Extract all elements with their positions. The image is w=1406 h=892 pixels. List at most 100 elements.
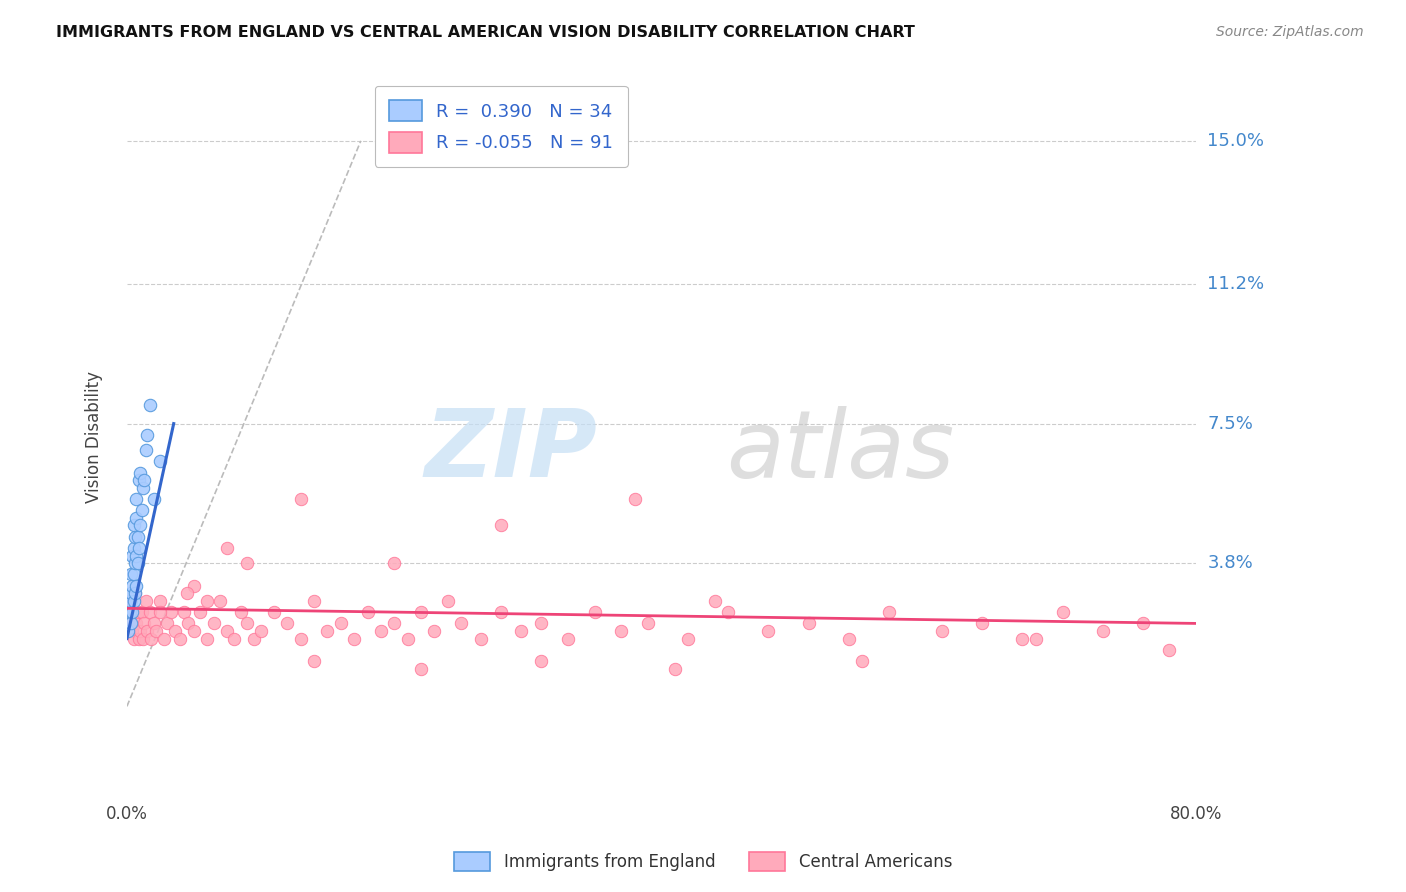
Point	[470, 632, 492, 646]
Point	[664, 662, 686, 676]
Point	[142, 491, 165, 506]
Point	[132, 632, 155, 646]
Point	[127, 605, 149, 619]
Point	[436, 594, 458, 608]
Point	[124, 556, 146, 570]
Text: 3.8%: 3.8%	[1208, 554, 1253, 572]
Point	[243, 632, 266, 646]
Point	[139, 632, 162, 646]
Point	[263, 605, 285, 619]
Point	[160, 605, 183, 619]
Point	[125, 491, 148, 506]
Point	[121, 605, 143, 619]
Point	[120, 567, 142, 582]
Point	[229, 605, 252, 619]
Point	[135, 594, 157, 608]
Point	[149, 594, 172, 608]
Point	[489, 605, 512, 619]
Point	[121, 624, 143, 638]
Point	[132, 481, 155, 495]
Point	[931, 624, 953, 638]
Point	[122, 518, 145, 533]
Text: 11.2%: 11.2%	[1208, 275, 1264, 293]
Text: 15.0%: 15.0%	[1208, 132, 1264, 150]
Point	[290, 632, 312, 646]
Point	[176, 586, 198, 600]
Point	[134, 473, 156, 487]
Point	[236, 616, 259, 631]
Point	[124, 586, 146, 600]
Point	[134, 616, 156, 631]
Point	[129, 518, 152, 533]
Legend: R =  0.390   N = 34, R = -0.055   N = 91: R = 0.390 N = 34, R = -0.055 N = 91	[375, 86, 627, 167]
Point	[356, 605, 378, 619]
Point	[120, 616, 142, 631]
Point	[122, 567, 145, 582]
Y-axis label: Vision Disability: Vision Disability	[86, 371, 103, 503]
Point	[678, 632, 700, 646]
Point	[637, 616, 659, 631]
Point	[128, 632, 150, 646]
Point	[851, 654, 873, 668]
Legend: Immigrants from England, Central Americans: Immigrants from England, Central America…	[446, 843, 960, 880]
Point	[173, 605, 195, 619]
Point	[217, 541, 239, 555]
Point	[972, 616, 994, 631]
Text: IMMIGRANTS FROM ENGLAND VS CENTRAL AMERICAN VISION DISABILITY CORRELATION CHART: IMMIGRANTS FROM ENGLAND VS CENTRAL AMERI…	[56, 25, 915, 40]
Point	[131, 605, 153, 619]
Point	[125, 616, 148, 631]
Point	[222, 632, 245, 646]
Point	[127, 556, 149, 570]
Text: Source: ZipAtlas.com: Source: ZipAtlas.com	[1216, 25, 1364, 39]
Point	[423, 624, 446, 638]
Point	[128, 473, 150, 487]
Point	[316, 624, 339, 638]
Point	[120, 594, 142, 608]
Point	[530, 616, 553, 631]
Point	[128, 541, 150, 555]
Point	[409, 605, 432, 619]
Point	[557, 632, 579, 646]
Point	[138, 605, 160, 619]
Point	[290, 491, 312, 506]
Point	[717, 605, 740, 619]
Point	[450, 616, 472, 631]
Point	[236, 556, 259, 570]
Point	[409, 662, 432, 676]
Point	[382, 616, 405, 631]
Point	[396, 632, 419, 646]
Point	[131, 503, 153, 517]
Point	[156, 616, 179, 631]
Point	[177, 616, 200, 631]
Point	[302, 654, 325, 668]
Point	[142, 616, 165, 631]
Point	[163, 624, 186, 638]
Point	[343, 632, 366, 646]
Point	[797, 616, 820, 631]
Text: 7.5%: 7.5%	[1208, 415, 1253, 433]
Point	[190, 605, 212, 619]
Point	[183, 579, 205, 593]
Point	[124, 530, 146, 544]
Point	[838, 632, 860, 646]
Point	[122, 594, 145, 608]
Point	[1052, 605, 1074, 619]
Point	[129, 624, 152, 638]
Text: atlas: atlas	[725, 406, 955, 497]
Point	[195, 594, 218, 608]
Point	[202, 616, 225, 631]
Point	[1011, 632, 1033, 646]
Point	[329, 616, 352, 631]
Point	[217, 624, 239, 638]
Point	[195, 632, 218, 646]
Point	[125, 579, 148, 593]
Point	[1091, 624, 1114, 638]
Point	[382, 556, 405, 570]
Point	[1159, 642, 1181, 657]
Point	[153, 632, 176, 646]
Point	[118, 605, 141, 619]
Point	[121, 579, 143, 593]
Point	[758, 624, 780, 638]
Point	[302, 594, 325, 608]
Point	[370, 624, 392, 638]
